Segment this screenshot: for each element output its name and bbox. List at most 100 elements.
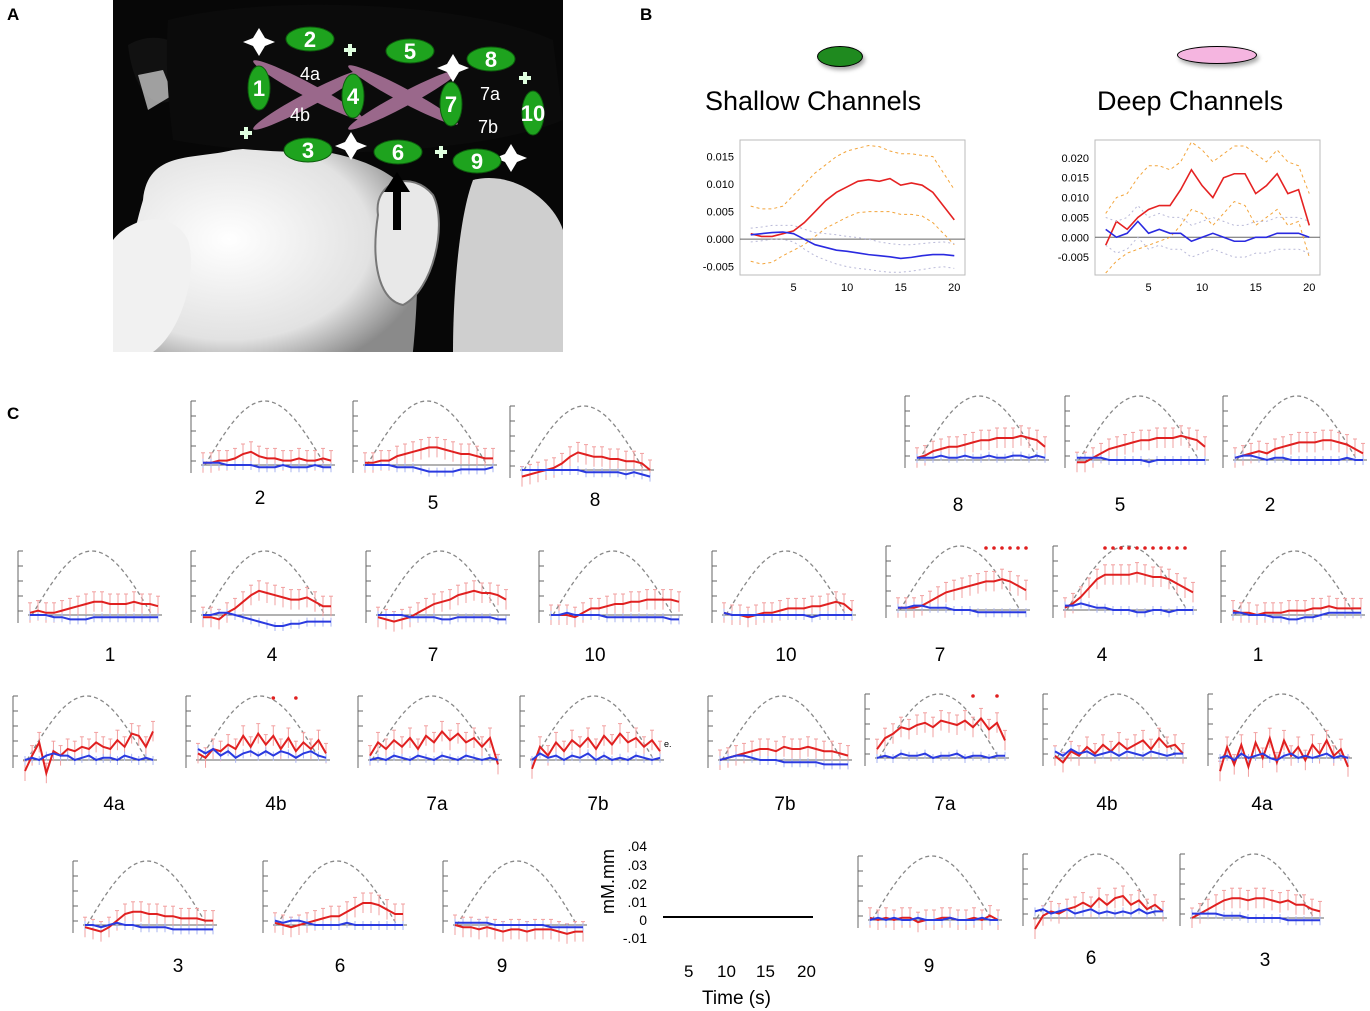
oxy-line [1191,897,1321,919]
channel-chart-9 [442,860,587,944]
deoxy-line [1192,912,1320,922]
oxy-line [531,732,661,770]
deep-channels-chart: 0.020 0.015 0.010 0.005 0.000 -0.005 5 10 15 20 [1058,139,1321,294]
deoxy-line [203,611,331,627]
channel-label: 3 [1259,950,1271,971]
channel-label: 7a [934,794,956,815]
optode-label-8: 8 [485,47,497,72]
canonical-response [204,400,326,466]
significance-marker [1008,546,1012,550]
canonical-response [1036,853,1158,919]
significance-marker [1167,546,1171,550]
deoxy-line [378,614,506,621]
oxy-line [1064,571,1194,609]
deoxy-line [869,916,998,922]
channel-chart-4a [12,695,157,784]
deoxy-line [531,752,661,762]
deoxy-line [369,754,499,762]
channel-chart-4a [1207,693,1352,782]
channel-chart-7a [357,695,502,775]
channel-label: 8 [952,495,964,516]
deep-label-4a: 4a [300,64,321,84]
y-tick-label: 0.010 [1061,193,1089,205]
deoxy-line [719,754,848,766]
canonical-response [456,860,578,926]
deoxy-line [1065,602,1193,614]
channel-label: 4a [1251,794,1273,815]
channel-label: 10 [584,645,606,666]
series-line-hbo [1104,168,1311,246]
significance-marker [971,694,975,698]
hand-shape [113,219,192,352]
significance-marker [1119,546,1123,550]
deoxy-line [1034,908,1163,915]
significance-marker [1151,546,1155,550]
oxy-line [197,731,327,760]
y-tick-label: 0.000 [1061,232,1089,244]
channel-chart-7b [519,695,664,779]
channel-label: 7b [587,794,609,815]
scale-xtick: 5 [684,962,694,981]
x-tick-label: 5 [1146,282,1152,294]
oxy-line [369,729,499,765]
canonical-response [26,695,148,761]
infant-probe-photo: 1 2 3 4 5 6 7 8 9 10 4a 4b 7a 7b [113,0,563,352]
channel-chart-4 [190,550,335,631]
face-shape [127,147,418,352]
optode-label-3: 3 [302,138,314,163]
channel-chart-7 [365,550,510,632]
deoxy-line [917,454,1046,459]
series-line-hbr-upper-ci [1105,204,1310,226]
oxy-line [203,589,331,621]
oxy-line [719,745,849,761]
deoxy-line [1077,456,1205,464]
significance-marker [1183,546,1187,550]
scale-ytick: .02 [627,876,647,892]
channel-label: 10 [775,645,797,666]
deoxy-line [723,611,852,619]
series-line-hbr [1105,220,1310,243]
channel-label: 7b [774,794,796,815]
channel-chart-3 [1179,853,1324,928]
optode-label-10: 10 [521,101,545,126]
channel-label: 7 [934,645,946,666]
deoxy-line [274,919,403,926]
deoxy-line [522,469,651,478]
probe-layout-diagram: 1 2 3 4 5 6 7 8 9 10 4a 4b 7a 7b [113,0,563,352]
scale-ytick: .03 [627,857,647,873]
series-line-hbo [750,177,955,238]
y-tick-label: 0.000 [706,234,734,246]
channel-label: 5 [427,493,439,514]
deoxy-line [1219,752,1349,762]
y-tick-label: 0.015 [1061,173,1089,185]
channel-label: 1 [1252,645,1264,666]
canonical-response [199,695,321,761]
channel-label: 1 [104,645,116,666]
plot-frame [739,139,966,276]
canonical-response [31,550,153,616]
significance-marker [1159,546,1163,550]
channel-label: 8 [589,490,601,511]
scale-zero-line [663,916,813,918]
x-tick-label: 15 [895,282,907,294]
channel-label: 6 [1085,948,1097,969]
optode-label-4: 4 [347,84,360,109]
channel-chart-5 [352,400,497,477]
canonical-response [1078,395,1200,461]
canonical-response [721,695,843,761]
channel-chart-9 [857,855,1002,933]
oxy-line [24,730,154,777]
x-tick-label: 5 [791,282,797,294]
canonical-response [899,545,1021,611]
oxy-line [29,600,159,614]
shoulder-shape [453,178,563,352]
deoxy-line [30,614,158,621]
significance-marker [1024,546,1028,550]
oxy-line [84,910,213,933]
oxy-line [1219,734,1349,772]
oxy-line [203,450,332,464]
deoxy-line [203,461,331,469]
channel-chart-6 [262,860,407,938]
deoxy-line [1054,747,1183,758]
channel-label: 5 [1114,495,1126,516]
